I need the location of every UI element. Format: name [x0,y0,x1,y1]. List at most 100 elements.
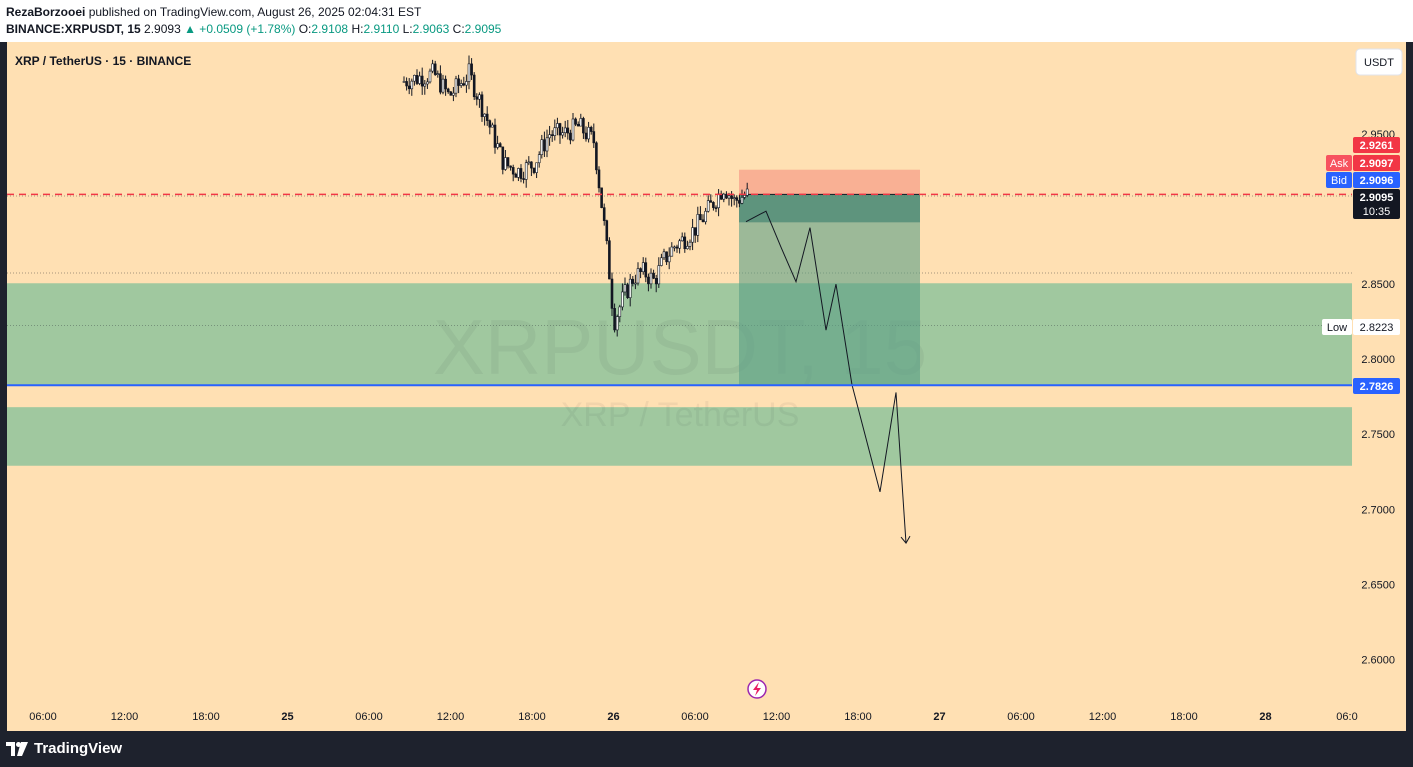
candle-body-25 [467,63,471,82]
author-name[interactable]: RezaBorzooei [6,5,86,19]
candle-body-82 [615,316,619,331]
chart-area[interactable]: XRPUSDT, 15 XRP / TetherUS 2.9500 2.8500 2… [0,42,1413,731]
tradingview-logo[interactable]: TradingView [6,740,122,757]
candle-body-46 [522,178,525,180]
time-tick-4: 06:00 [355,711,383,723]
candle-body-36 [496,143,499,148]
candle-body-68 [579,118,583,127]
short-position-tool[interactable] [739,169,920,386]
last-price-tag: 2.9095 10:35 [1353,189,1400,219]
candle-body-114 [699,214,702,221]
candle-body-88 [631,278,635,284]
candle-body-31 [483,113,486,117]
candle-body-70 [584,132,588,140]
candle-body-10 [428,70,432,83]
candle-body-106 [678,240,681,249]
ask-price-label: 2.9097 [1360,158,1394,170]
candle-body-90 [636,268,640,284]
open-label: O: [298,22,312,36]
watermark-name: XRP / TetherUS [561,396,800,434]
candle-body-121 [717,193,720,209]
candle-body-89 [634,282,637,285]
candle-body-41 [509,165,512,168]
candle-body-47 [524,162,528,180]
candle-body-2 [407,85,411,90]
candle-body-74 [595,142,598,171]
candlesticks [402,55,749,337]
candle-body-92 [641,262,645,273]
candle-body-67 [576,123,580,127]
candle-body-72 [589,127,593,132]
candle-body-56 [548,134,551,139]
candle-body-0 [402,81,406,83]
candle-body-87 [628,278,632,298]
lightning-icon[interactable] [747,679,767,699]
candle-body-6 [418,75,421,84]
time-tick-0: 06:00 [29,711,57,723]
candle-body-62 [563,127,567,133]
candle-body-80 [610,278,614,309]
candle-body-11 [431,63,434,72]
price-tick-3: 2.7500 [1361,429,1395,441]
candle-body-48 [527,161,531,164]
projection-path [745,210,907,544]
candle-body-45 [519,168,523,179]
ask-price-tag: Ask 2.9097 [1326,155,1400,171]
candle-body-96 [652,272,655,279]
demand-zones [7,283,1352,466]
horizontal-lines [7,193,1352,387]
candle-body-55 [545,137,549,152]
candle-body-128 [735,197,739,201]
candle-body-76 [600,187,603,208]
price-tick-1: 2.8500 [1361,279,1395,291]
price-chart[interactable]: XRPUSDT, 15 XRP / TetherUS 2.95002.85002… [0,42,1413,731]
candle-body-79 [608,240,611,280]
candle-body-35 [493,124,497,148]
candle-body-4 [413,75,416,82]
publish-header: RezaBorzooei published on TradingView.co… [0,0,1413,42]
reference-lines [7,195,1352,326]
currency-button[interactable]: USDT [1355,48,1403,76]
time-tick-8: 06:00 [681,711,709,723]
candle-body-127 [732,197,736,199]
candle-body-130 [740,197,744,204]
candle-body-119 [712,202,715,208]
candle-body-95 [649,272,653,285]
candle-body-12 [433,63,437,75]
candle-body-37 [498,143,502,148]
candle-body-105 [675,246,679,249]
candle-body-27 [472,74,476,98]
projection-arrowhead [900,535,911,544]
candle-body-8 [423,83,427,87]
price-tick-6: 2.6000 [1361,655,1395,667]
candle-body-86 [626,284,629,298]
candle-body-34 [491,124,494,128]
p1-price-label: 2.9261 [1360,140,1394,152]
candle-body-129 [738,200,741,204]
candle-body-104 [673,246,676,249]
candle-body-24 [465,81,468,86]
price-tick-2: 2.8000 [1361,354,1395,366]
candle-body-124 [725,193,728,199]
candle-body-16 [444,78,447,90]
candle-body-23 [462,83,466,86]
candle-body-50 [532,167,536,173]
publish-date: published on TradingView.com, August 26,… [88,5,422,19]
time-axis[interactable]: 06:00 12:00 18:00 25 06:00 12:00 18:00 26 06:00 1… [29,711,1357,723]
candle-body-66 [574,118,577,125]
price-projection-drawing[interactable] [745,210,911,544]
support-zone-1 [7,283,1352,386]
candle-body-93 [644,262,648,278]
tradingview-brand: TradingView [34,740,123,757]
candle-body-126 [730,195,733,199]
candle-body-115 [701,219,705,223]
low-label: L: [402,22,413,36]
candle-body-9 [426,81,429,85]
candle-body-91 [639,268,642,273]
candle-body-81 [613,308,616,331]
time-tick-13: 12:00 [1089,711,1117,723]
price-axis[interactable]: 2.95002.85002.80002.75002.70002.65002.60… [1361,129,1395,667]
time-tick-15: 28 [1259,711,1271,723]
candle-body-42 [511,167,515,175]
candle-body-94 [647,276,650,285]
